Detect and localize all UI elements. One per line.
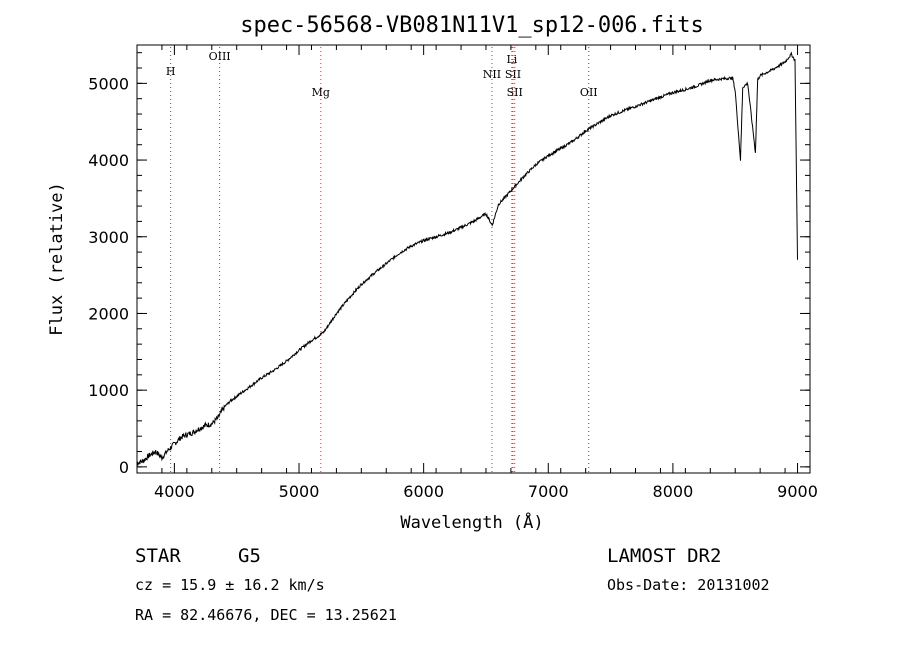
y-axis-ticks: 0 1000 2000 3000 4000 5000 — [88, 52, 810, 477]
x-tick-label: 7000 — [528, 482, 569, 501]
subclass-label: G5 — [238, 545, 261, 567]
x-tick-label: 8000 — [653, 482, 694, 501]
plot-frame — [136, 44, 811, 474]
spectral-line-label: Li — [506, 53, 517, 66]
spectral-line-label: OII — [580, 86, 598, 99]
coordinates-label: RA = 82.46676, DEC = 13.25621 — [135, 606, 397, 624]
spectral-line-label: SII — [505, 68, 521, 81]
x-tick-label: 4000 — [154, 482, 195, 501]
y-tick-label: 5000 — [88, 74, 129, 93]
x-axis-ticks: 4000 5000 6000 7000 8000 9000 — [136, 45, 818, 501]
spectrum-line — [136, 51, 798, 467]
x-tick-label: 6000 — [403, 482, 444, 501]
spectral-lines: H OIII Mg NII Li SII SII OII — [166, 47, 598, 473]
y-tick-label: 0 — [119, 458, 129, 477]
x-axis-label: Wavelength (Å) — [400, 511, 543, 533]
spectral-line-label: Mg — [312, 86, 330, 99]
survey-label: LAMOST DR2 — [607, 545, 721, 567]
y-tick-label: 3000 — [88, 228, 129, 247]
spectrum-series — [136, 51, 798, 467]
y-tick-label: 4000 — [88, 151, 129, 170]
class-label: STAR — [135, 545, 181, 567]
spectral-line-label: H — [166, 65, 176, 78]
spectral-line-label: SII — [507, 86, 523, 99]
x-tick-label: 5000 — [279, 482, 320, 501]
y-axis-label: Flux (relative) — [47, 182, 67, 336]
y-tick-label: 2000 — [88, 304, 129, 323]
chart-title: spec-56568-VB081N11V1_sp12-006.fits — [240, 13, 704, 38]
x-tick-label: 9000 — [777, 482, 818, 501]
y-tick-label: 1000 — [88, 381, 129, 400]
redshift-label: cz = 15.9 ± 16.2 km/s — [135, 576, 325, 594]
obs-date-label: Obs-Date: 20131002 — [607, 576, 770, 594]
spectral-line-label: OIII — [209, 50, 231, 63]
spectral-line-label: NII — [483, 68, 501, 81]
